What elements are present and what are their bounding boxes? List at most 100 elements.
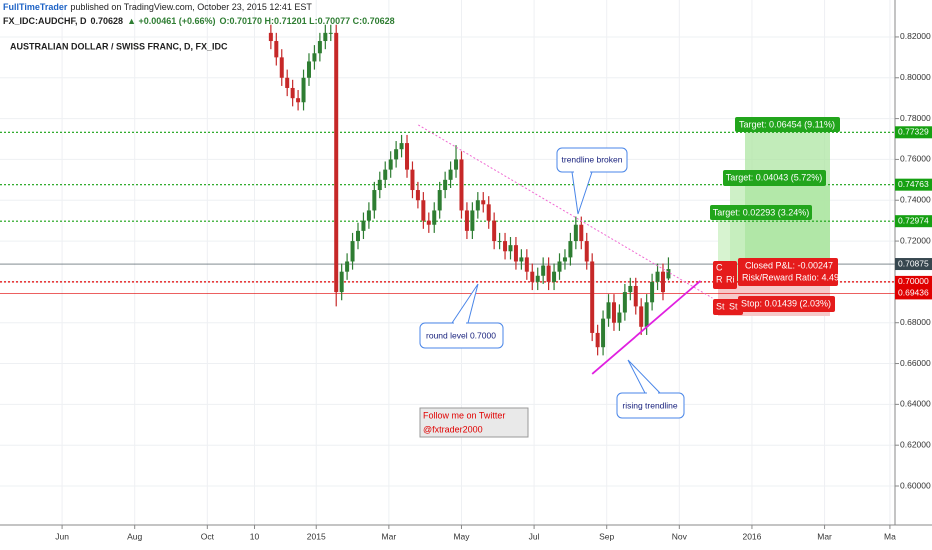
symbol: FX_IDC:AUDCHF, D (3, 16, 87, 26)
axis-layer: 0.82000 0.80000 0.78000 0.76000 0.74000 0.720… (55, 31, 932, 541)
candle-body (628, 285, 633, 293)
candle-body (666, 269, 671, 279)
candle-body (541, 265, 546, 276)
level-label-box (895, 275, 932, 288)
pl-label: Closed P&L: -0.00247 (745, 260, 833, 270)
candle-body (552, 271, 557, 282)
level-label: 0.77329 (898, 127, 929, 137)
candle-body (530, 271, 535, 282)
twitter-note: Follow me on Twitter @fxtrader2000 (419, 407, 529, 438)
candle-body (350, 241, 355, 262)
y-tick-label: 0.68000 (900, 317, 931, 327)
level-label-box (895, 126, 932, 139)
candle-body (312, 53, 317, 62)
quote-line: FX_IDC:AUDCHF, D 0.70628 ▲ +0.00461 (+0.66… (3, 16, 395, 26)
level-label-box (895, 287, 932, 300)
position-labels: Target: 0.06454 (9.11%) Target: 0.04043 … (710, 117, 840, 315)
rr-label: Risk/Reward Ratio: 4.49 (742, 272, 839, 282)
stop-label: Stop: 0.01439 (2.03%) (741, 298, 831, 308)
candle-body (513, 245, 518, 262)
candle-body (328, 32, 333, 34)
candle-body (508, 245, 513, 252)
x-tick-label: 2016 (742, 531, 761, 541)
x-tick-label: Aug (127, 531, 142, 541)
level-label: 0.74763 (898, 179, 929, 189)
callout: rising trendline (616, 359, 685, 419)
note-box (419, 407, 529, 438)
level-label: 0.72974 (898, 215, 929, 225)
level-label-box (895, 178, 932, 191)
callout-pointer (571, 171, 593, 215)
candle-body (475, 200, 480, 211)
candle-body (323, 32, 328, 42)
candles-layer (268, 24, 671, 356)
candle-body (568, 241, 573, 258)
ohlc: O:0.70170 H:0.71201 L:0.70077 C:0.70628 (220, 16, 395, 26)
callout-pointer (627, 359, 661, 394)
target-label: Target: 0.02293 (3.24%) (713, 207, 810, 217)
target-label: Target: 0.06454 (9.11%) (739, 119, 835, 129)
candle-body (644, 302, 649, 327)
candle-body (655, 271, 660, 282)
level-label-box (895, 258, 932, 271)
callout-text: trendline broken (562, 154, 623, 164)
candle-body (279, 57, 284, 78)
callout: round level 0.7000 (419, 283, 504, 349)
grid-layer (0, 0, 895, 525)
note-text: Follow me on Twitter (423, 410, 505, 420)
candle-body (606, 302, 611, 319)
x-tick-label: Sep (599, 531, 614, 541)
callout: trendline broken (556, 147, 628, 215)
candle-body (377, 179, 382, 191)
published: published on TradingView.com, October 23… (70, 2, 312, 12)
x-tick-label: Jul (529, 531, 540, 541)
candle-body (660, 271, 665, 293)
fragment: C (716, 262, 723, 272)
y-tick-label: 0.78000 (900, 113, 931, 123)
candle-body (524, 257, 529, 272)
last: 0.70628 (91, 16, 124, 26)
candle-body (464, 210, 469, 231)
x-tick-label: Mar (382, 531, 397, 541)
candle-body (497, 241, 502, 243)
y-tick-label: 0.62000 (900, 439, 931, 449)
fragment: R (716, 274, 723, 284)
fragment: Ri (726, 274, 735, 284)
y-tick-label: 0.66000 (900, 358, 931, 368)
candle-body (334, 32, 339, 293)
candle-body (405, 143, 410, 170)
y-tick-label: 0.64000 (900, 399, 931, 409)
candle-body (285, 77, 290, 88)
candle-body (366, 210, 371, 221)
candle-body (388, 159, 393, 170)
stop-label-box (738, 296, 835, 312)
candle-body (301, 77, 306, 103)
candle-body (481, 200, 486, 205)
candle-body (274, 41, 279, 58)
callout-box (556, 147, 628, 173)
stop-label-box (713, 299, 743, 315)
fragment: St (729, 301, 738, 311)
y-tick-label: 0.72000 (900, 235, 931, 245)
candle-body (459, 159, 464, 211)
publisher: FullTimeTrader (3, 2, 68, 12)
candle-body (317, 41, 322, 54)
x-tick-label: Jun (55, 531, 69, 541)
candle-body (296, 98, 301, 103)
candle-body (339, 271, 344, 293)
candle-body (611, 302, 616, 323)
candle-body (546, 265, 551, 282)
candle-body (448, 169, 453, 180)
candle-body (535, 275, 540, 282)
header-line: FullTimeTrader published on TradingView.c… (3, 2, 312, 12)
candle-body (394, 149, 399, 160)
candle-body (579, 224, 584, 242)
candle-body (492, 220, 497, 242)
candle-body (383, 169, 388, 180)
candle-body (562, 257, 567, 262)
candle-body (622, 292, 627, 313)
candle-body (503, 241, 508, 252)
level-label: 0.70875 (898, 258, 929, 268)
candle-body (486, 204, 491, 221)
candle-body (345, 261, 350, 272)
